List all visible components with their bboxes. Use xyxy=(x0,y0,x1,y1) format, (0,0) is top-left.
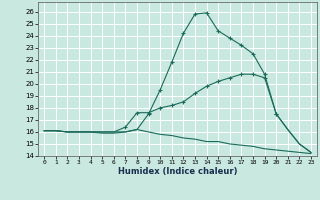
X-axis label: Humidex (Indice chaleur): Humidex (Indice chaleur) xyxy=(118,167,237,176)
